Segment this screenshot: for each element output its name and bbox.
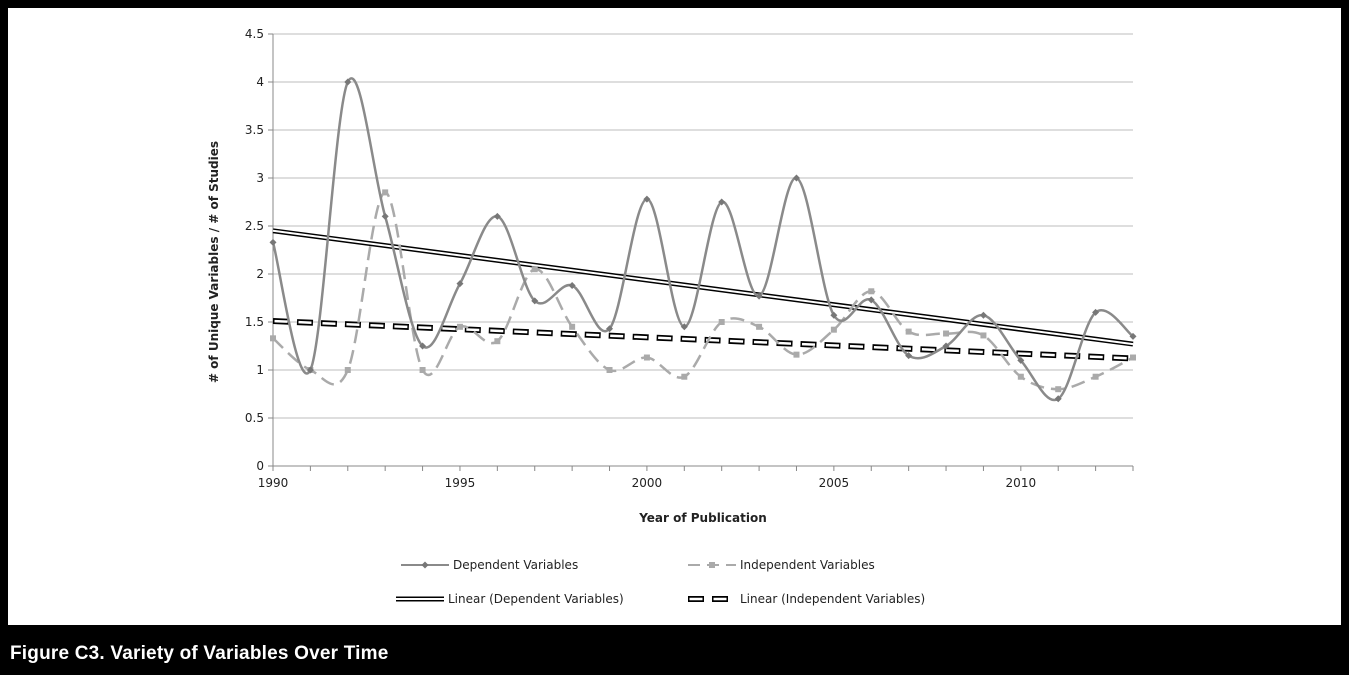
independent-point (456, 323, 463, 330)
trend-lines (272, 228, 1134, 362)
independent-point (1130, 354, 1136, 361)
independent-point (1092, 373, 1099, 380)
legend-item: Linear (Dependent Variables) (396, 592, 624, 606)
x-tick-label: 2010 (1006, 476, 1037, 490)
gridlines (273, 33, 1133, 419)
y-tick-label: 2.5 (245, 219, 264, 233)
line-chart: 0 0.5 1 1.5 2 2.5 3 3.5 4 4.5 1990 1995 2000 2005 201… (207, 27, 1137, 606)
dependent-point (905, 352, 913, 360)
dependent-point (1092, 308, 1100, 316)
dependent-point (306, 366, 314, 374)
x-tick-label: 1990 (258, 476, 289, 490)
independent-point (1017, 373, 1024, 380)
independent-point (270, 335, 276, 342)
dependent-point (643, 195, 651, 203)
dependent-point (531, 297, 539, 305)
legend-label: Linear (Dependent Variables) (448, 592, 624, 606)
dependent-point (979, 311, 987, 319)
y-tick-label: 3.5 (245, 123, 264, 137)
legend-item: Linear (Independent Variables) (688, 592, 925, 606)
series-line-dependent (271, 77, 1134, 402)
y-tick-label: 1.5 (245, 315, 264, 329)
dependent-point (1054, 395, 1062, 403)
legend-item: Dependent Variables (401, 558, 578, 572)
axes (268, 33, 1134, 471)
y-tick-labels: 0 0.5 1 1.5 2 2.5 3 3.5 4 4.5 (245, 27, 264, 473)
legend-marker-square (709, 562, 715, 568)
legend: Dependent Variables Independent Variables… (396, 558, 925, 606)
legend-item: Independent Variables (688, 558, 875, 572)
dependent-point (718, 198, 726, 206)
dependent-point (456, 280, 464, 288)
legend-label: Dependent Variables (453, 558, 578, 572)
legend-marker-diamond (421, 561, 429, 569)
independent-point (718, 319, 725, 325)
independent-point (606, 367, 613, 373)
independent-point (1055, 386, 1062, 393)
data-series (269, 77, 1137, 403)
independent-point (980, 332, 987, 339)
independent-point (531, 266, 538, 273)
dependent-point (867, 296, 875, 304)
dependent-point (680, 323, 688, 331)
independent-point (643, 354, 650, 361)
legend-label: Linear (Independent Variables) (740, 592, 925, 606)
independent-point (943, 330, 950, 337)
dependent-point (755, 292, 763, 300)
x-axis-title: Year of Publication (638, 511, 767, 525)
dependent-point (419, 342, 427, 350)
dependent-point (1017, 356, 1025, 364)
x-tick-label: 2000 (632, 476, 663, 490)
independent-point (756, 323, 763, 330)
dependent-point (606, 325, 614, 333)
independent-point (494, 338, 501, 345)
dependent-point (942, 342, 950, 350)
series-line-independent (272, 191, 1134, 391)
independent-point (793, 351, 800, 358)
x-tick-label: 2005 (819, 476, 850, 490)
dependent-point (1129, 332, 1137, 340)
y-tick-label: 4 (256, 75, 264, 89)
y-tick-label: 4.5 (245, 27, 264, 41)
y-tick-label: 1 (256, 363, 264, 377)
y-tick-label: 0 (256, 459, 264, 473)
y-tick-label: 3 (256, 171, 264, 185)
independent-point (868, 288, 875, 295)
x-tick-labels: 1990 1995 2000 2005 2010 (258, 476, 1036, 490)
y-axis-title: # of Unique Variables / # of Studies (207, 141, 221, 383)
x-tick-label: 1995 (445, 476, 476, 490)
legend-label: Independent Variables (740, 558, 875, 572)
independent-point (419, 367, 426, 373)
independent-point (382, 189, 389, 196)
figure-caption: Figure C3. Variety of Variables Over Tim… (10, 643, 389, 664)
dependent-point (568, 282, 576, 290)
chart-panel: 0 0.5 1 1.5 2 2.5 3 3.5 4 4.5 1990 1995 2000 2005 201… (8, 8, 1341, 625)
independent-point (344, 367, 351, 373)
dependent-point (792, 174, 800, 182)
y-tick-label: 2 (256, 267, 264, 281)
independent-point (905, 328, 912, 335)
dependent-point (344, 78, 352, 86)
trend-line-dependent-inner (272, 229, 1134, 346)
dependent-point (493, 212, 501, 220)
y-tick-label: 0.5 (245, 411, 264, 425)
dependent-point (269, 238, 277, 246)
independent-point (830, 326, 837, 333)
independent-point (681, 373, 688, 380)
dependent-point (381, 212, 389, 220)
dependent-point (830, 311, 838, 319)
independent-point (569, 323, 576, 330)
